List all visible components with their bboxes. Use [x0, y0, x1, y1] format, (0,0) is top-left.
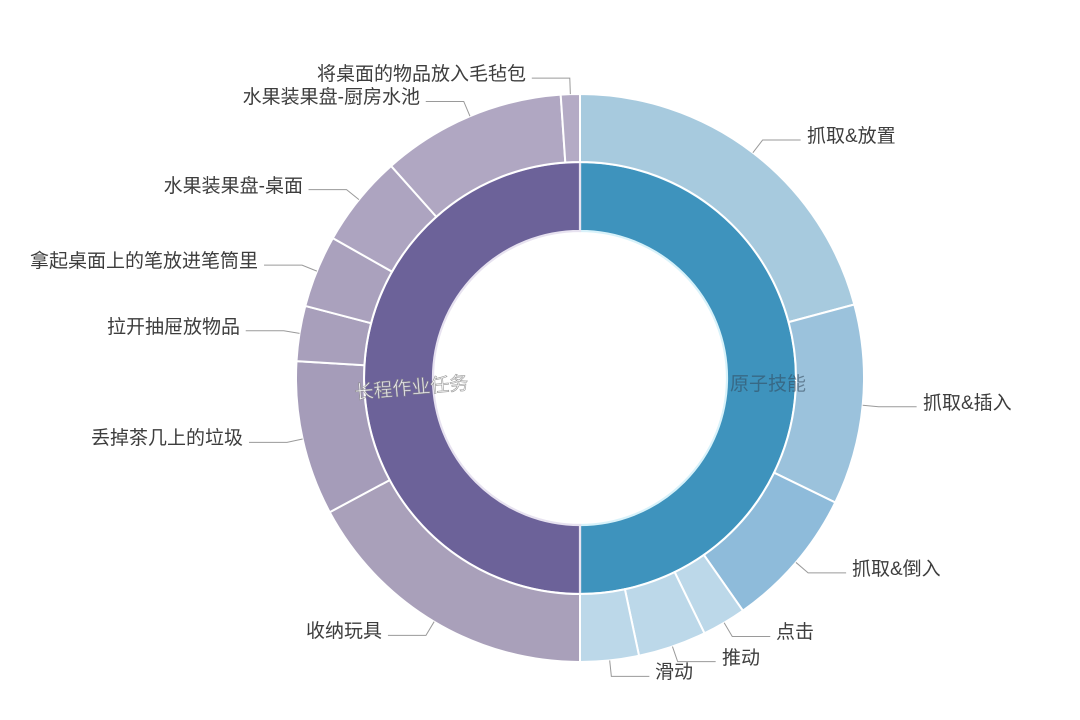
- svg-text:原子技能: 原子技能: [730, 373, 806, 395]
